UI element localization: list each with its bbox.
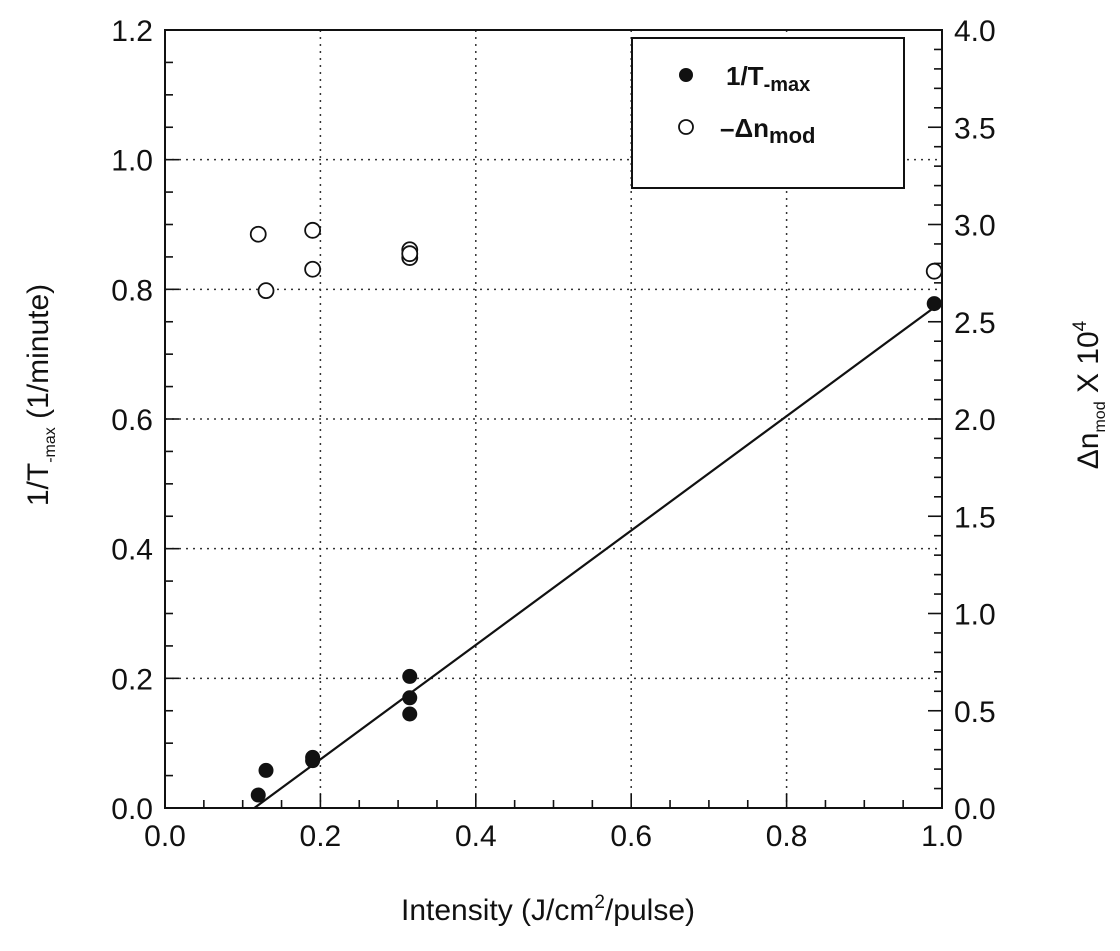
y-left-tick-label: 1.0 (111, 145, 153, 178)
x-tick-label: 0.4 (455, 820, 497, 853)
x-axis-tick-labels: 0.0 0.2 0.4 0.6 0.8 1.0 (144, 820, 963, 853)
y-right-tick-label: 0.5 (954, 696, 996, 729)
y-right-tick-label: 3.0 (954, 210, 996, 243)
y-right-tick-label: 4.0 (954, 15, 996, 48)
x-tick-label: 1.0 (921, 820, 963, 853)
point-inverse-tmax (402, 690, 418, 706)
y-left-tick-label: 1.2 (111, 15, 153, 48)
y-right-tick-label: 2.0 (954, 404, 996, 437)
x-tick-label: 0.0 (144, 820, 186, 853)
y-right-tick-label: 0.0 (954, 793, 996, 826)
fit-line (253, 306, 935, 809)
point-inverse-tmax (402, 706, 418, 722)
point-inverse-tmax (305, 749, 321, 765)
y-left-tick-label: 0.0 (111, 793, 153, 826)
point-inverse-tmax (250, 787, 266, 803)
point-delta-nmod (925, 262, 943, 280)
legend-label-delta-nmod: –Δnmod (720, 113, 815, 148)
y-left-axis-title: 1/T-max (1/minute) (22, 284, 59, 506)
y-right-axis-tick-labels: 0.0 0.5 1.0 1.5 2.0 2.5 3.0 3.5 4.0 (954, 15, 996, 826)
x-tick-label: 0.2 (300, 820, 342, 853)
minor-ticks (164, 29, 943, 809)
legend-marker-filled (679, 68, 693, 82)
y-left-tick-label: 0.4 (111, 534, 153, 567)
legend-label-inverse-tmax: 1/T-max (726, 61, 810, 96)
y-left-tick-label: 0.2 (111, 663, 153, 696)
y-right-tick-label: 1.0 (954, 599, 996, 632)
y-right-tick-label: 1.5 (954, 501, 996, 534)
point-delta-nmod (304, 260, 322, 278)
point-inverse-tmax (402, 668, 418, 684)
legend: 1/T-max –Δnmod (631, 37, 905, 189)
point-delta-nmod (249, 225, 267, 243)
y-right-axis-title: Δnmod X 104 (1070, 320, 1109, 469)
x-tick-label: 0.6 (610, 820, 652, 853)
x-tick-label: 0.8 (766, 820, 808, 853)
legend-box (631, 37, 905, 189)
y-right-tick-label: 3.5 (954, 112, 996, 145)
point-delta-nmod (401, 245, 419, 263)
point-delta-nmod (304, 221, 322, 239)
y-left-axis-tick-labels: 0.0 0.2 0.4 0.6 0.8 1.0 1.2 (111, 15, 153, 826)
point-inverse-tmax (258, 762, 274, 778)
point-inverse-tmax (926, 296, 942, 312)
y-left-tick-label: 0.6 (111, 404, 153, 437)
point-delta-nmod (257, 282, 275, 300)
data-points (249, 221, 943, 803)
y-right-tick-label: 2.5 (954, 307, 996, 340)
legend-marker-open (678, 119, 694, 135)
y-left-tick-label: 0.8 (111, 274, 153, 307)
x-axis-title: Intensity (J/cm2/pulse) (401, 892, 695, 927)
